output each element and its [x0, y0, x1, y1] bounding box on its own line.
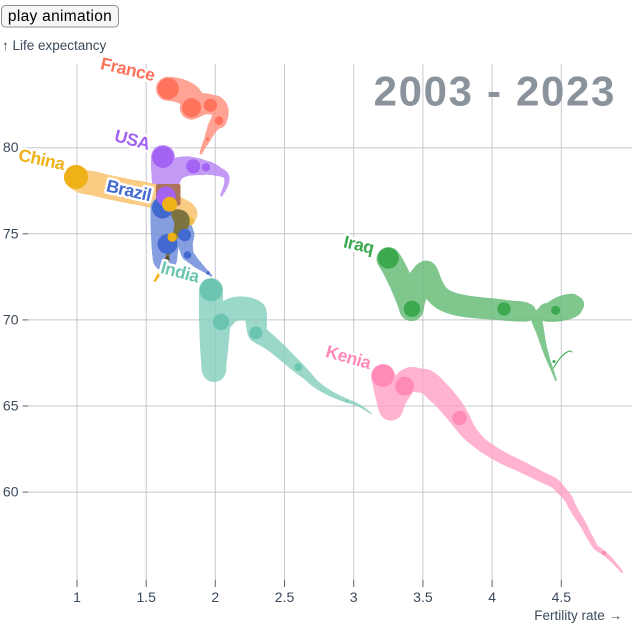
- svg-text:3: 3: [350, 589, 358, 605]
- svg-text:75: 75: [3, 225, 19, 241]
- svg-text:2: 2: [211, 589, 219, 605]
- svg-text:2.5: 2.5: [275, 589, 295, 605]
- svg-text:play animation: play animation: [8, 8, 112, 25]
- svg-text:4: 4: [488, 589, 496, 605]
- svg-text:Fertility rate →: Fertility rate →: [534, 608, 622, 623]
- svg-text:65: 65: [3, 398, 19, 414]
- svg-text:2003 - 2023: 2003 - 2023: [374, 68, 616, 115]
- svg-text:4.5: 4.5: [552, 589, 572, 605]
- svg-text:1: 1: [73, 589, 81, 605]
- svg-text:60: 60: [3, 484, 19, 500]
- svg-text:70: 70: [3, 311, 19, 327]
- svg-text:↑ Life expectancy: ↑ Life expectancy: [2, 38, 107, 53]
- svg-text:80: 80: [3, 139, 19, 155]
- svg-text:3.5: 3.5: [413, 589, 433, 605]
- svg-text:1.5: 1.5: [136, 589, 156, 605]
